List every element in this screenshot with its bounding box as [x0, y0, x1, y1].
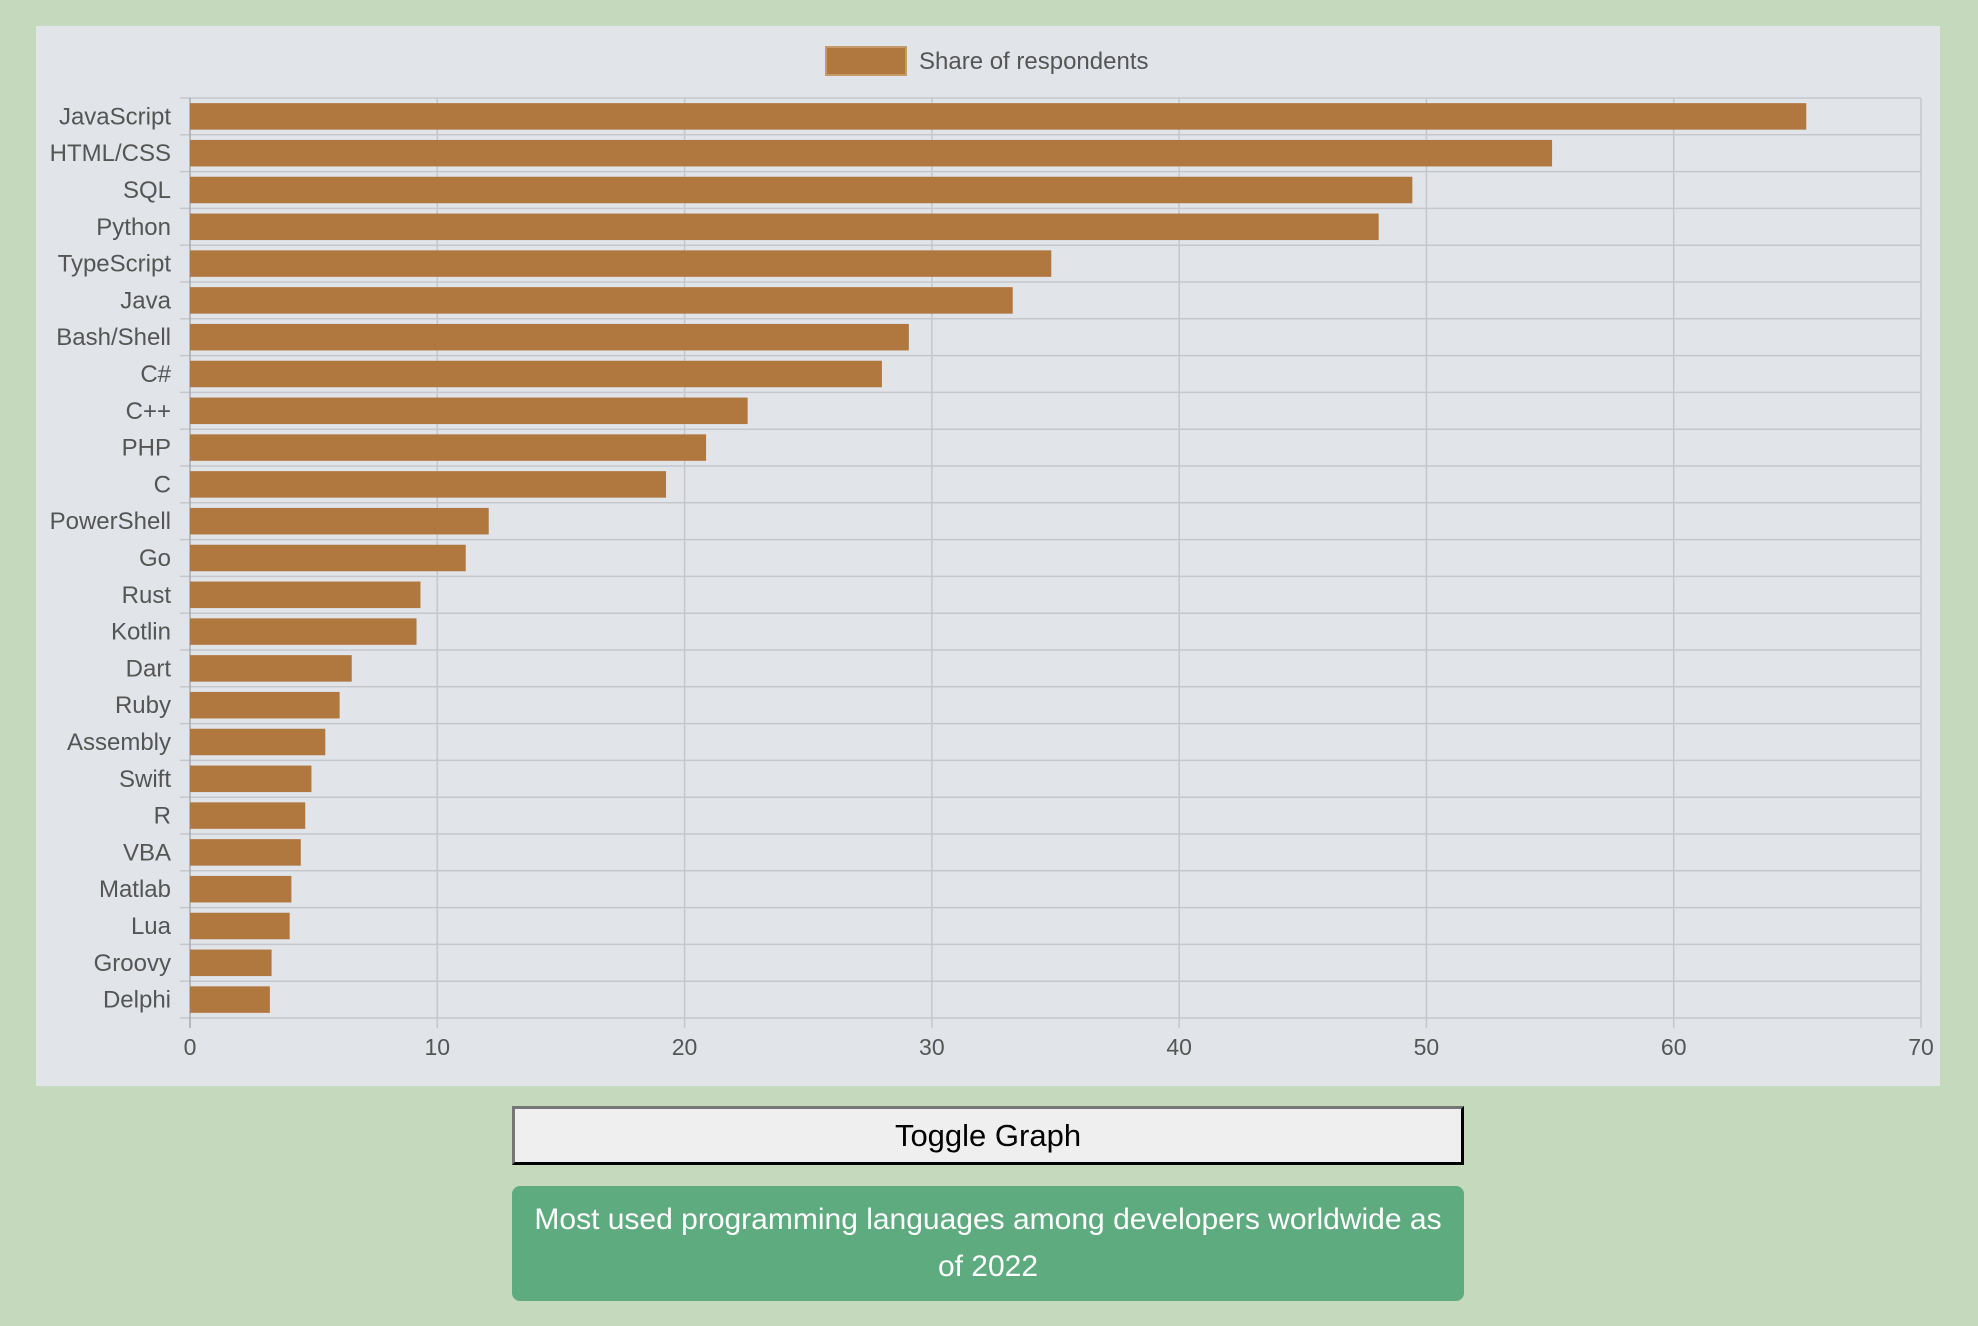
- y-tick-label: Bash/Shell: [56, 324, 171, 351]
- y-tick-label: Python: [96, 214, 171, 241]
- y-tick-label: JavaScript: [59, 103, 171, 130]
- bar: [190, 949, 272, 977]
- x-tick-label: 50: [1414, 1034, 1440, 1060]
- bar: [190, 434, 707, 461]
- bar: [190, 986, 270, 1013]
- legend-swatch: [825, 46, 907, 76]
- y-tick-label: Groovy: [94, 950, 171, 977]
- y-tick-label: HTML/CSS: [50, 140, 171, 167]
- y-tick-label: Ruby: [115, 692, 171, 719]
- y-tick-label: PHP: [122, 435, 171, 462]
- y-tick-label: C++: [126, 398, 171, 425]
- y-tick-label: Kotlin: [111, 619, 171, 646]
- bar: [190, 839, 301, 866]
- y-tick-label: Dart: [126, 655, 172, 682]
- caption-text: Most used programming languages among de…: [534, 1203, 1442, 1283]
- toggle-graph-button[interactable]: Toggle Graph: [512, 1106, 1464, 1165]
- bar: [190, 139, 1553, 167]
- y-tick-label: Assembly: [67, 729, 171, 756]
- y-tick-label: Swift: [119, 766, 171, 793]
- bar: [190, 618, 417, 645]
- x-tick-label: 70: [1908, 1034, 1934, 1060]
- x-tick-label: 20: [672, 1034, 698, 1060]
- bar: [190, 287, 1013, 314]
- x-tick-label: 40: [1166, 1034, 1192, 1060]
- bar: [190, 360, 882, 388]
- bar: [190, 655, 352, 682]
- x-tick-label: 60: [1661, 1034, 1687, 1060]
- bar: [190, 581, 421, 609]
- legend-label: Share of respondents: [919, 48, 1149, 75]
- y-tick-label: Go: [139, 545, 171, 572]
- bar: [190, 728, 326, 756]
- y-tick-label: Java: [120, 287, 171, 314]
- bar: [190, 103, 1807, 130]
- bar: [190, 691, 340, 719]
- y-tick-label: TypeScript: [58, 251, 172, 278]
- bar: [190, 544, 466, 572]
- bar: [190, 802, 306, 829]
- bar: [190, 250, 1052, 277]
- bar: [190, 176, 1413, 204]
- bar: [190, 912, 290, 940]
- bar-chart: JavaScript HTML/CSS SQL Python TypeScript Jav…: [50, 46, 1934, 1060]
- y-tick-label: Matlab: [99, 876, 171, 903]
- y-tick-label: Lua: [131, 913, 172, 940]
- y-tick-label: C#: [140, 361, 171, 388]
- chart-caption: Most used programming languages among de…: [512, 1186, 1464, 1301]
- y-tick-label: Delphi: [103, 987, 171, 1014]
- y-tick-label: PowerShell: [50, 508, 171, 535]
- chart-panel: JavaScript HTML/CSS SQL Python TypeScript Jav…: [36, 26, 1940, 1086]
- x-tick-label: 0: [184, 1034, 197, 1060]
- x-tick-label: 10: [424, 1034, 450, 1060]
- bar: [190, 323, 909, 351]
- y-tick-label: SQL: [123, 177, 171, 204]
- bar: [190, 765, 312, 793]
- bar: [190, 471, 667, 498]
- bar: [190, 213, 1379, 241]
- bar: [190, 507, 489, 535]
- y-tick-label: Rust: [122, 582, 172, 609]
- bar: [190, 397, 748, 425]
- y-tick-label: VBA: [123, 839, 171, 866]
- x-tick-label: 30: [919, 1034, 945, 1060]
- bar: [190, 875, 292, 903]
- y-tick-label: C: [154, 471, 171, 498]
- y-tick-label: R: [154, 803, 171, 830]
